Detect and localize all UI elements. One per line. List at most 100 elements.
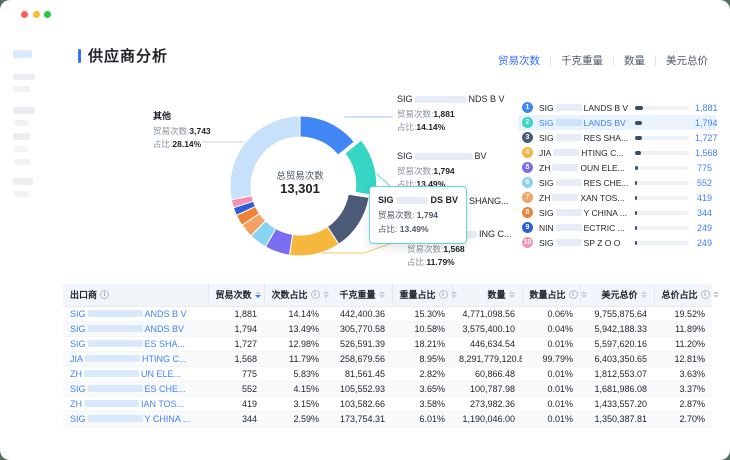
info-icon[interactable]: i bbox=[438, 290, 448, 300]
window-zoom-button[interactable] bbox=[44, 11, 51, 18]
table-cell: 2.59% bbox=[264, 411, 326, 427]
ranking-row[interactable]: 8 SIG Y CHINA ... 344 bbox=[518, 205, 716, 220]
callout-pct: 占比:11.79% bbox=[407, 257, 455, 268]
sort-icon[interactable] bbox=[254, 291, 261, 299]
table-cell: 526,591.39 bbox=[326, 336, 392, 352]
value-bar bbox=[635, 195, 689, 200]
table-cell: 103,582.66 bbox=[326, 396, 392, 412]
sort-icon[interactable] bbox=[580, 291, 587, 299]
sort-icon[interactable] bbox=[322, 291, 329, 299]
table-row: SIG ES CHE... 552 4.15% 105,552.93 3.65% 100,7… bbox=[63, 381, 712, 397]
exporter-link[interactable]: SIG Y CHINA ... bbox=[70, 413, 191, 424]
table-cell: 5,942,188.33 bbox=[580, 321, 654, 337]
ranking-row[interactable]: 5 ZH OUN ELE... 775 bbox=[518, 160, 716, 175]
ranking-row[interactable]: 3 SIG RES SHA... 1,727 bbox=[518, 130, 718, 145]
column-label: 数量占比 bbox=[529, 290, 566, 301]
column-header-总价占比[interactable]: 总价占比 i bbox=[654, 284, 719, 307]
sidebar-item[interactable] bbox=[14, 120, 29, 126]
table-row: SIG ANDS BV 1,794 13.49% 305,770.58 10.58% 3,5… bbox=[63, 321, 712, 337]
exporter-link[interactable]: ZH IAN TOS... bbox=[70, 398, 185, 409]
rank-badge: 6 bbox=[522, 177, 533, 188]
column-header-贸易次数[interactable]: 贸易次数 bbox=[208, 284, 265, 307]
info-icon[interactable]: i bbox=[310, 290, 320, 300]
table-cell: 1,190,046.00 bbox=[452, 411, 522, 427]
column-header-千克重量[interactable]: 千克重量 bbox=[326, 284, 393, 307]
sidebar-item[interactable] bbox=[13, 107, 35, 114]
sort-icon[interactable] bbox=[508, 291, 515, 299]
value-bar bbox=[635, 165, 689, 170]
table-row: ZH IAN TOS... 419 3.15% 103,582.66 3.58% 273,9… bbox=[63, 396, 712, 412]
table-cell: 344 bbox=[208, 411, 264, 427]
table-cell: 18.21% bbox=[392, 336, 452, 352]
sidebar-item-active[interactable] bbox=[13, 50, 32, 58]
table-cell: 442,400.36 bbox=[326, 306, 392, 322]
table-cell: 0.06% bbox=[522, 306, 580, 322]
column-header-数量[interactable]: 数量 bbox=[452, 284, 523, 307]
sidebar-item[interactable] bbox=[13, 178, 33, 185]
table-cell: 11.89% bbox=[654, 321, 712, 337]
callout-name: SIG NDS B V bbox=[397, 94, 505, 104]
table-cell: 105,552.93 bbox=[326, 381, 392, 397]
table-cell: 3,575,400.10 bbox=[452, 321, 522, 337]
donut-slice[interactable] bbox=[299, 115, 356, 156]
ranking-row[interactable]: 6 SIG RES CHE... 552 bbox=[518, 175, 716, 190]
supplier-name: ZH XAN TOS... bbox=[539, 192, 625, 203]
tab-divider bbox=[655, 55, 656, 66]
exporter-link[interactable]: SIG ES CHE... bbox=[70, 383, 186, 394]
rank-value: 1,794 bbox=[695, 117, 718, 128]
sort-icon[interactable] bbox=[450, 291, 457, 299]
exporter-link[interactable]: SIG ES SHA... bbox=[70, 338, 186, 349]
sidebar-item[interactable] bbox=[13, 74, 35, 80]
tab-divider bbox=[613, 55, 614, 66]
value-bar bbox=[635, 105, 689, 110]
table-cell: 0.01% bbox=[522, 411, 580, 427]
table-cell: 3.63% bbox=[654, 366, 712, 382]
exporter-link[interactable]: SIG ANDS B V bbox=[70, 308, 187, 319]
sort-icon[interactable] bbox=[712, 291, 719, 299]
tab-trade-count[interactable]: 贸易次数 bbox=[498, 55, 540, 67]
column-header-数量占比[interactable]: 数量占比 i bbox=[522, 284, 587, 307]
table-cell: 419 bbox=[208, 396, 264, 412]
page-title: 供应商分析 bbox=[78, 45, 168, 66]
info-icon[interactable]: i bbox=[568, 290, 578, 300]
ranking-row[interactable]: 4 JIA HTING C... 1,568 bbox=[518, 145, 718, 160]
tab-kg-weight[interactable]: 千克重量 bbox=[561, 55, 603, 67]
metric-tabs: 贸易次数 千克重量 数量 美元总价 bbox=[498, 53, 708, 68]
sidebar-item[interactable] bbox=[14, 146, 28, 152]
table-cell: 15.30% bbox=[392, 306, 452, 322]
column-header-美元总价[interactable]: 美元总价 bbox=[580, 284, 655, 307]
supplier-name: SIG RES SHA... bbox=[539, 132, 629, 143]
tab-quantity[interactable]: 数量 bbox=[624, 55, 645, 67]
ranking-row[interactable]: 10 SIG SP Z O O 249 bbox=[518, 235, 716, 250]
sidebar-item[interactable] bbox=[13, 86, 30, 92]
ranking-row[interactable]: 2 SIG LANDS BV 1,794 bbox=[518, 115, 718, 130]
table-cell: 552 bbox=[208, 381, 264, 397]
ranking-row[interactable]: 9 NIN ECTRIC ... 249 bbox=[518, 220, 716, 235]
column-header-次数占比[interactable]: 次数占比 i bbox=[264, 284, 329, 307]
exporter-link[interactable]: SIG ANDS BV bbox=[70, 323, 185, 334]
ranking-row[interactable]: 1 SIG LANDS B V 1,881 bbox=[518, 100, 718, 115]
tab-usd-total[interactable]: 美元总价 bbox=[666, 55, 708, 67]
sort-icon[interactable] bbox=[640, 291, 647, 299]
window-close-button[interactable] bbox=[21, 11, 28, 18]
table-cell: 12.81% bbox=[654, 351, 712, 367]
supplier-name: SIG Y CHINA ... bbox=[539, 207, 627, 218]
donut-slice[interactable] bbox=[229, 115, 301, 201]
rank-value: 249 bbox=[696, 222, 712, 233]
rank-badge: 5 bbox=[522, 162, 533, 173]
table-cell: 81,561.45 bbox=[326, 366, 392, 382]
sidebar-item[interactable] bbox=[13, 133, 30, 140]
column-header-重量占比[interactable]: 重量占比 i bbox=[392, 284, 457, 307]
sidebar-item[interactable] bbox=[14, 191, 29, 197]
window-minimize-button[interactable] bbox=[33, 11, 40, 18]
info-icon[interactable]: i bbox=[100, 290, 110, 300]
exporter-link[interactable]: JIA HTING C... bbox=[70, 353, 187, 364]
sidebar-item[interactable] bbox=[14, 159, 30, 165]
ranking-row[interactable]: 7 ZH XAN TOS... 419 bbox=[518, 190, 716, 205]
exporter-link[interactable]: ZH UN ELE... bbox=[70, 368, 182, 379]
donut-chart[interactable] bbox=[140, 85, 570, 275]
info-icon[interactable]: i bbox=[700, 290, 710, 300]
callout-pct: 占比:14.14% bbox=[397, 122, 446, 133]
sort-icon[interactable] bbox=[378, 291, 385, 299]
donut-slice[interactable] bbox=[344, 139, 378, 197]
